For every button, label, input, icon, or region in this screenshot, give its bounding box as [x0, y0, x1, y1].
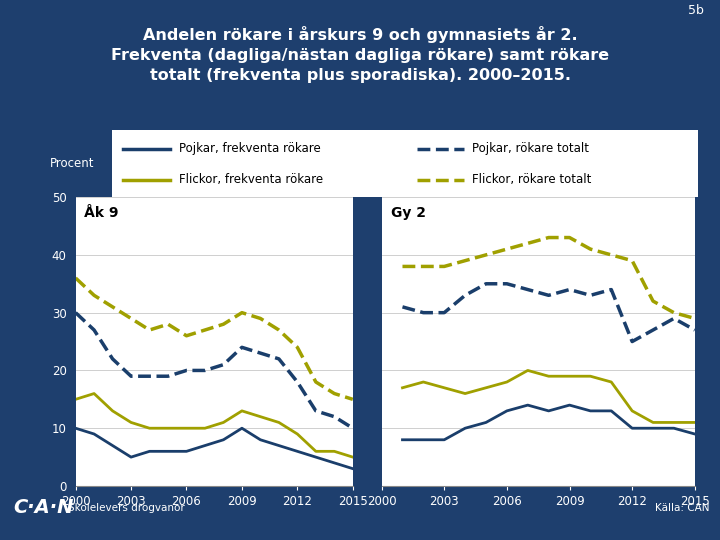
Text: Flickor, frekventa rökare: Flickor, frekventa rökare	[179, 173, 323, 186]
Text: Procent: Procent	[50, 157, 95, 170]
Text: Flickor, rökare totalt: Flickor, rökare totalt	[472, 173, 592, 186]
Text: Skolelevers drogvanor: Skolelevers drogvanor	[68, 503, 185, 512]
Text: Pojkar, frekventa rökare: Pojkar, frekventa rökare	[179, 142, 321, 155]
Text: Åk 9: Åk 9	[84, 206, 118, 220]
Text: Pojkar, rökare totalt: Pojkar, rökare totalt	[472, 142, 590, 155]
Text: 5b: 5b	[688, 4, 704, 17]
Text: Gy 2: Gy 2	[391, 206, 426, 220]
Text: C·A·N: C·A·N	[13, 498, 73, 517]
Text: Källa: CAN: Källa: CAN	[654, 503, 709, 512]
Text: Andelen rökare i årskurs 9 och gymnasiets år 2.
Frekventa (dagliga/nästan daglig: Andelen rökare i årskurs 9 och gymnasiet…	[111, 25, 609, 83]
